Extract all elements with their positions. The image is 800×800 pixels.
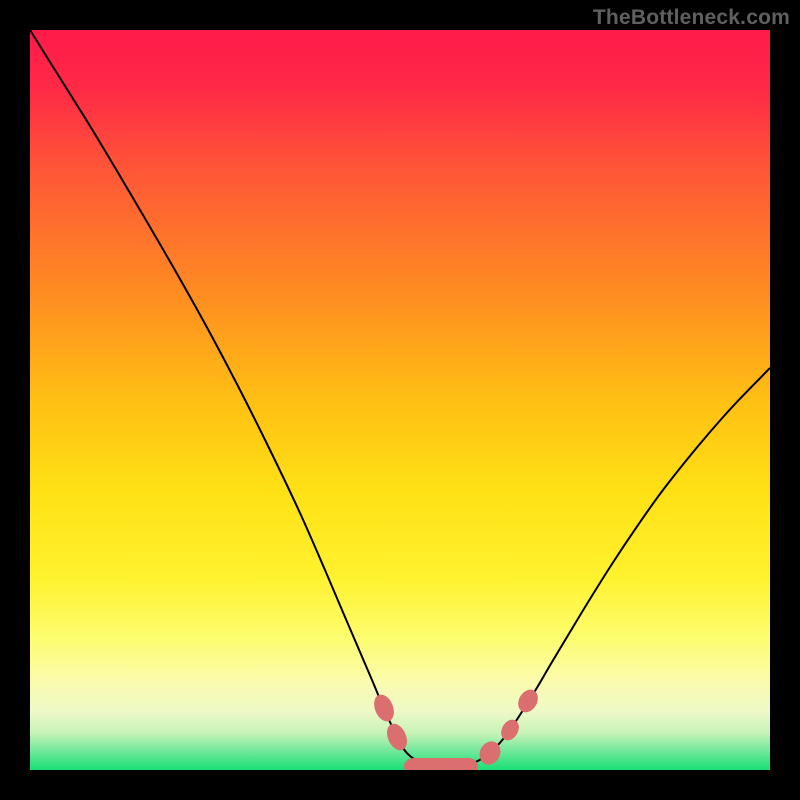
- chart-svg: [0, 0, 800, 800]
- watermark-text: TheBottleneck.com: [593, 6, 790, 30]
- chart-stage: TheBottleneck.com: [0, 0, 800, 800]
